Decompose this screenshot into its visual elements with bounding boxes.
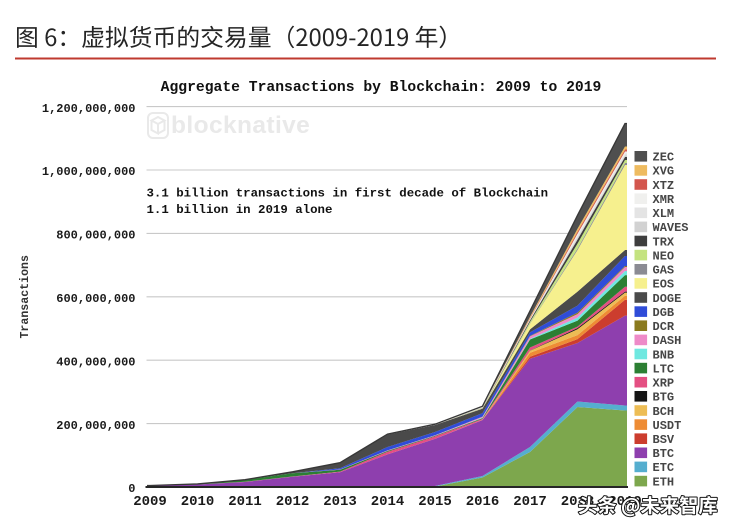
svg-text:BSV: BSV xyxy=(653,433,675,447)
svg-text:2014: 2014 xyxy=(371,494,405,510)
svg-text:DGB: DGB xyxy=(653,306,675,320)
svg-text:XRP: XRP xyxy=(653,377,675,391)
svg-text:XLM: XLM xyxy=(653,207,675,221)
svg-text:blocknative: blocknative xyxy=(171,112,310,139)
svg-text:800,000,000: 800,000,000 xyxy=(56,229,135,243)
svg-text:XMR: XMR xyxy=(653,193,675,207)
svg-text:WAVES: WAVES xyxy=(653,221,689,235)
svg-text:ETC: ETC xyxy=(653,461,675,475)
svg-text:1.1 billion in 2019 alone: 1.1 billion in 2019 alone xyxy=(147,203,333,217)
svg-text:2013: 2013 xyxy=(323,494,357,510)
svg-text:GAS: GAS xyxy=(653,264,675,278)
svg-text:2017: 2017 xyxy=(513,494,547,510)
svg-text:Transactions: Transactions xyxy=(19,255,32,339)
svg-text:TRX: TRX xyxy=(653,235,675,249)
svg-text:BTC: BTC xyxy=(653,447,675,461)
svg-text:ETH: ETH xyxy=(653,475,675,489)
svg-text:BNB: BNB xyxy=(653,348,675,362)
svg-text:200,000,000: 200,000,000 xyxy=(56,419,135,433)
svg-text:2010: 2010 xyxy=(181,494,215,510)
svg-text:EOS: EOS xyxy=(653,278,675,292)
svg-text:0: 0 xyxy=(128,482,135,496)
svg-text:2015: 2015 xyxy=(418,494,452,510)
svg-text:XVG: XVG xyxy=(653,165,675,179)
svg-text:400,000,000: 400,000,000 xyxy=(56,355,135,369)
svg-text:1,000,000,000: 1,000,000,000 xyxy=(42,165,136,179)
svg-text:Aggregate Transactions by Bloc: Aggregate Transactions by Blockchain: 20… xyxy=(161,80,602,96)
svg-text:NEO: NEO xyxy=(653,249,675,263)
svg-text:2016: 2016 xyxy=(466,494,500,510)
svg-text:XTZ: XTZ xyxy=(653,179,675,193)
svg-text:2011: 2011 xyxy=(228,494,262,510)
svg-text:BCH: BCH xyxy=(653,405,675,419)
svg-text:BTG: BTG xyxy=(653,391,675,405)
svg-text:USDT: USDT xyxy=(653,419,682,433)
svg-text:DOGE: DOGE xyxy=(653,292,682,306)
svg-text:ZEC: ZEC xyxy=(653,151,675,165)
svg-text:600,000,000: 600,000,000 xyxy=(56,292,135,306)
svg-text:2009: 2009 xyxy=(133,494,167,510)
svg-text:DASH: DASH xyxy=(653,334,682,348)
svg-text:2012: 2012 xyxy=(276,494,310,510)
svg-text:1,200,000,000: 1,200,000,000 xyxy=(42,102,136,116)
svg-text:DCR: DCR xyxy=(653,320,675,334)
svg-text:3.1 billion transactions in fi: 3.1 billion transactions in first decade… xyxy=(147,187,549,201)
svg-text:LTC: LTC xyxy=(653,362,675,376)
